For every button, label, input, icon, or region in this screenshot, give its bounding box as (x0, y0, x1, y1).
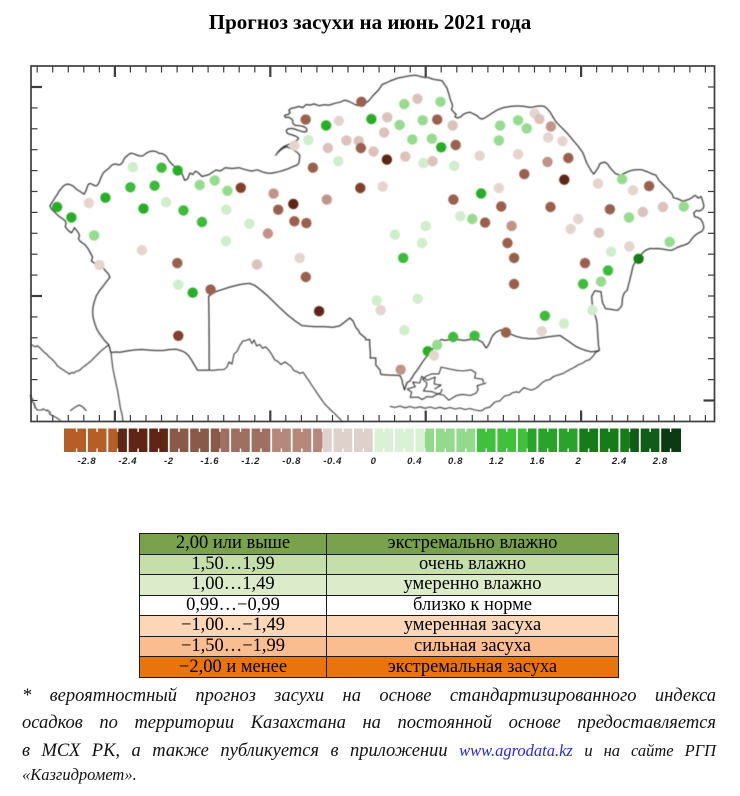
svg-text:2.4: 2.4 (611, 456, 627, 467)
svg-text:1.6: 1.6 (530, 456, 545, 467)
svg-text:-2.4: -2.4 (118, 456, 137, 467)
svg-text:-0.8: -0.8 (282, 456, 301, 467)
svg-text:1.2: 1.2 (489, 456, 504, 467)
svg-text:-1.6: -1.6 (200, 456, 219, 467)
svg-text:0.8: 0.8 (448, 456, 463, 467)
svg-text:2: 2 (574, 456, 581, 467)
svg-text:-1.2: -1.2 (241, 456, 260, 467)
svg-text:2.8: 2.8 (652, 456, 668, 467)
svg-text:0: 0 (371, 456, 377, 467)
svg-text:0.4: 0.4 (407, 456, 422, 467)
svg-text:-0.4: -0.4 (323, 456, 342, 467)
svg-text:-2.8: -2.8 (78, 456, 97, 467)
svg-text:-2: -2 (164, 456, 174, 467)
